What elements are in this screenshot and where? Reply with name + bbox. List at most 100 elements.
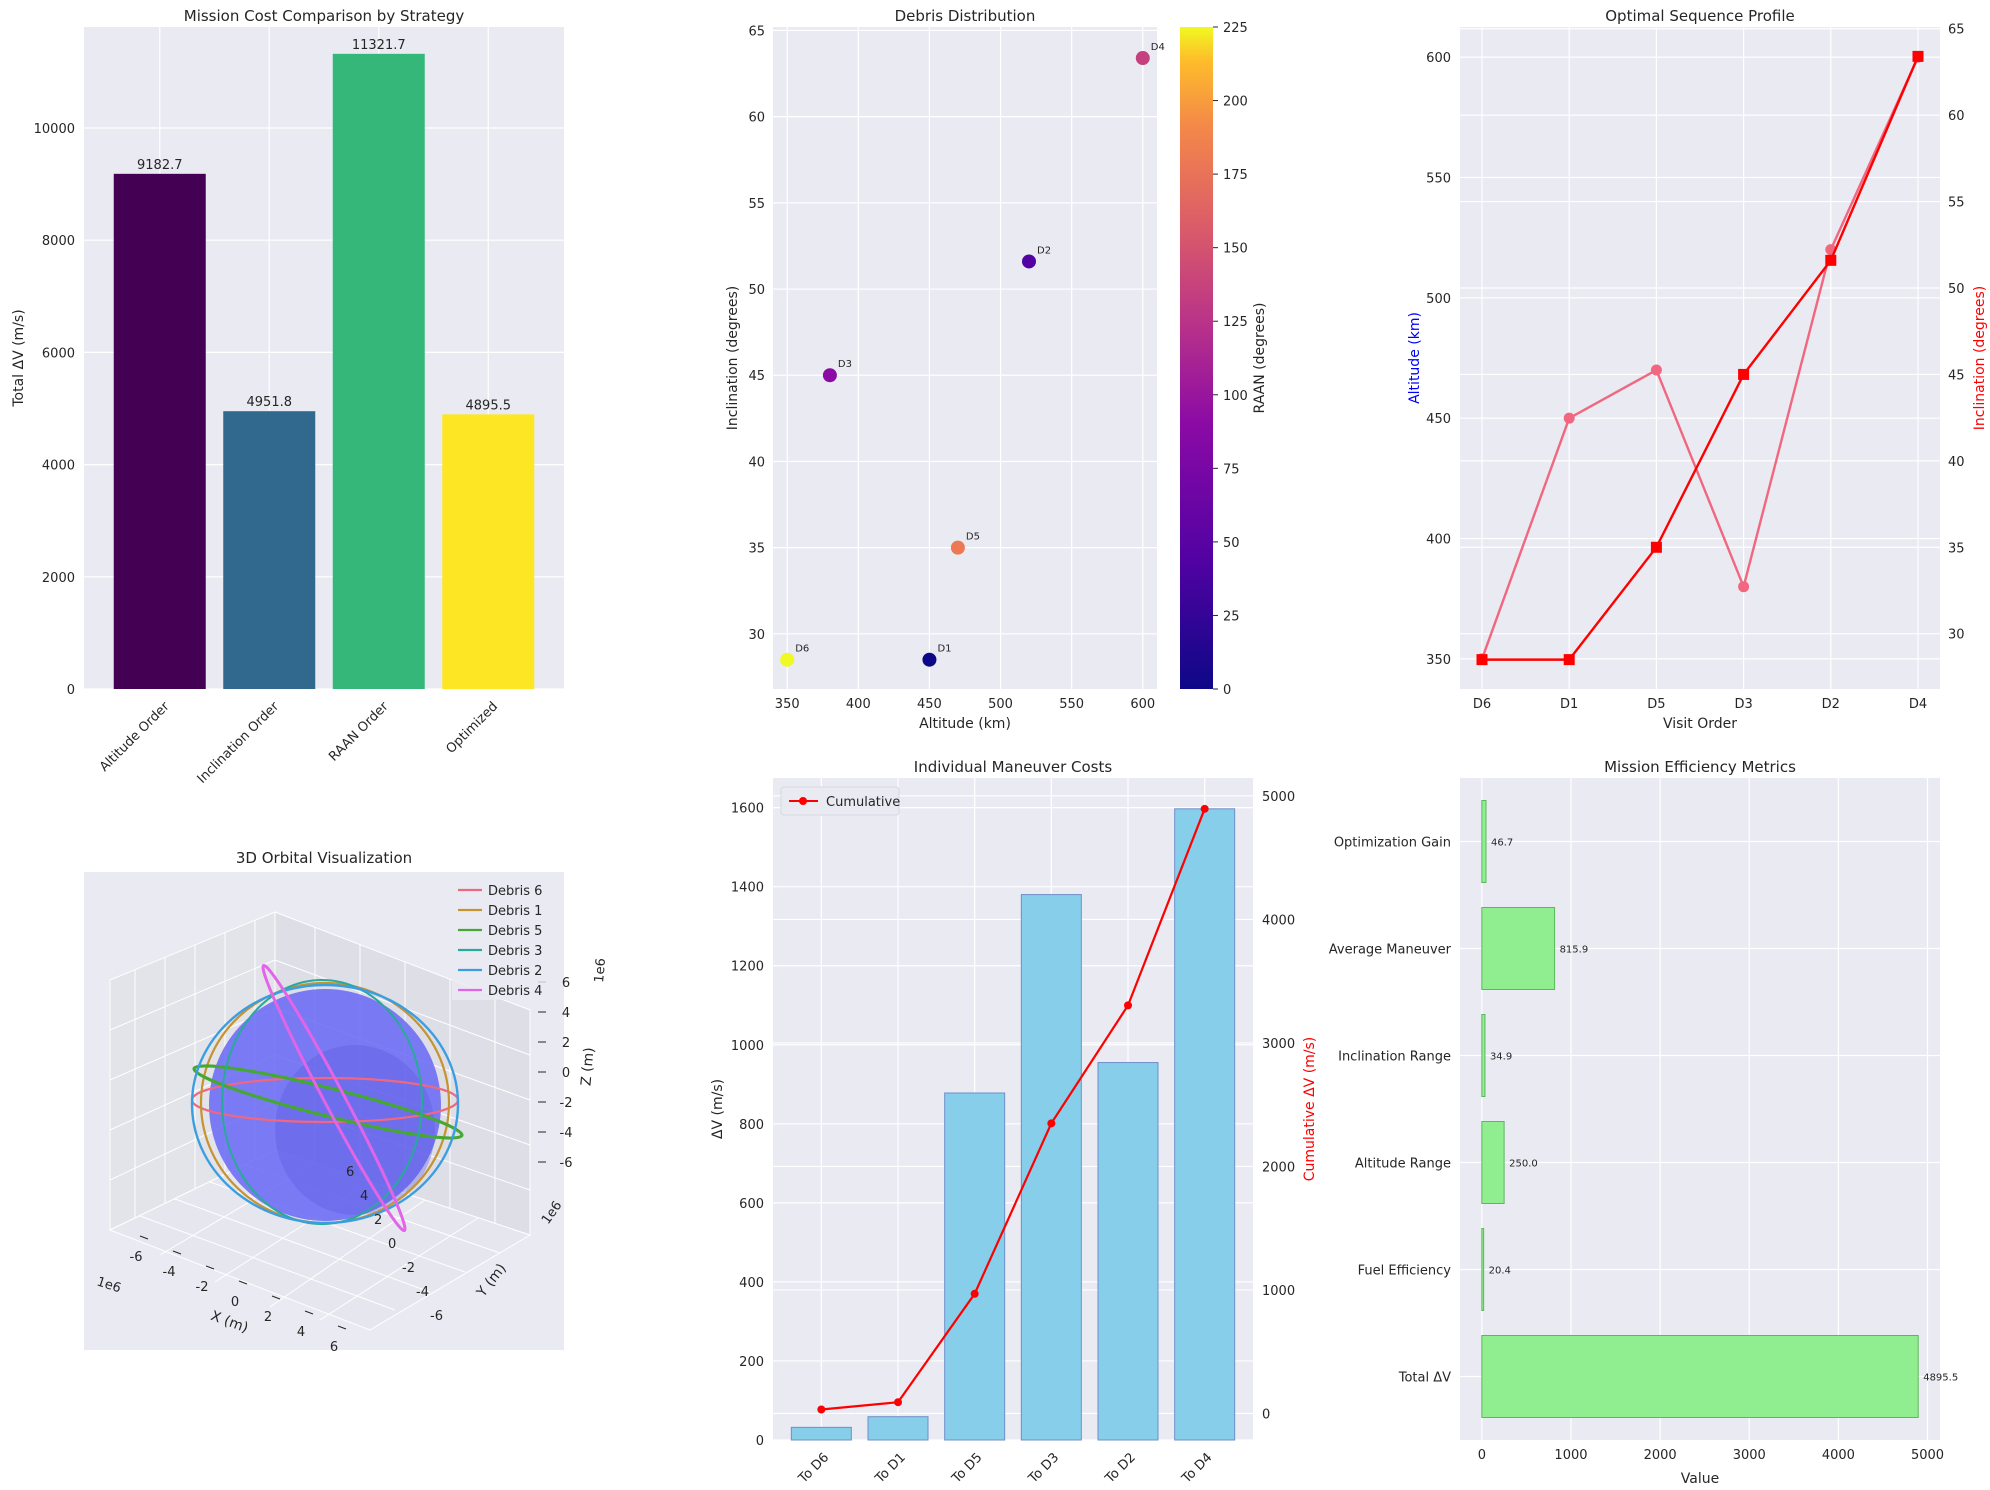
y-tick-label: 65 — [748, 24, 765, 39]
x-tick-label: Inclination Order — [195, 699, 283, 787]
y-tick-label: -6 — [430, 1309, 443, 1324]
y-tick-label: 1400 — [731, 881, 764, 896]
cumulative-line — [821, 808, 1206, 1411]
y-tick-label: 600 — [739, 1197, 764, 1212]
data-label: 9182.7 — [137, 158, 183, 173]
z-tick-label: -2 — [560, 1096, 573, 1111]
y-tick-label: 500 — [1426, 292, 1451, 307]
orbit-debris-4 — [261, 963, 407, 1233]
x-tick-label: -2 — [196, 1280, 209, 1295]
y-tick-label: 400 — [1426, 533, 1451, 548]
y-tick-label: 0 — [67, 683, 75, 698]
colorbar-tick-label: 100 — [1223, 389, 1248, 404]
series-marker — [1738, 581, 1750, 593]
x-tick — [337, 1325, 347, 1330]
cumulative-marker — [817, 1405, 826, 1414]
y-tick-label: -2 — [402, 1261, 415, 1276]
point-label: D2 — [1037, 245, 1051, 256]
x-tick-label: 400 — [846, 697, 871, 712]
x-tick-label: To D6 — [795, 1450, 832, 1487]
x-tick-label: 2000 — [1644, 1448, 1677, 1463]
bar — [332, 53, 425, 690]
colorbar-tick-label: 25 — [1223, 609, 1240, 624]
x-tick — [304, 1310, 314, 1315]
bar — [1020, 894, 1082, 1441]
y-tick-label: 4000 — [42, 459, 75, 474]
y-tick-label: Inclination Range — [1338, 1050, 1451, 1065]
panel-mission-cost: 0 2000 4000 6000 8000 10000 9182.7 Altitude Ord… — [11, 7, 564, 787]
z-tick-label: 0 — [562, 1066, 570, 1081]
x-tick-label: To D3 — [1025, 1450, 1062, 1487]
bar — [1481, 907, 1556, 990]
y-tick-label: 2000 — [42, 571, 75, 586]
y2-tick-label: 5000 — [1262, 790, 1295, 805]
y2-tick-label: 55 — [1948, 196, 1965, 211]
chart-title: Debris Distribution — [895, 7, 1036, 25]
y-tick-label: 10000 — [34, 122, 75, 137]
series-line-altitude — [1480, 56, 1920, 660]
y-tick-label: 350 — [1426, 653, 1451, 668]
y-tick-label: 60 — [748, 111, 765, 126]
y2-tick-label: 1000 — [1262, 1284, 1295, 1299]
x-tick-label: 5000 — [1911, 1448, 1944, 1463]
chart-title: Individual Maneuver Costs — [914, 758, 1113, 776]
point-label: D4 — [1151, 42, 1165, 53]
x-tick-label: -6 — [130, 1250, 143, 1265]
y2-tick-label: 4000 — [1262, 913, 1295, 928]
bar — [1481, 1228, 1485, 1311]
panel-maneuver-costs: 0 200 400 600 800 1000 1200 1400 1600 0 1000 2000 30… — [710, 758, 1318, 1487]
bar — [1481, 1014, 1486, 1097]
bar — [1481, 800, 1487, 883]
y-tick-label: 6 — [346, 1165, 354, 1180]
cumulative-marker — [1200, 804, 1209, 813]
scatter-point — [950, 540, 965, 555]
point-label: D5 — [966, 532, 980, 543]
x-tick-label: 500 — [988, 697, 1013, 712]
point-label: D6 — [795, 644, 809, 655]
legend: Cumulative — [780, 786, 900, 816]
data-label: 4951.8 — [247, 395, 293, 410]
series-marker — [1738, 368, 1750, 380]
y2-tick-label: 60 — [1948, 109, 1965, 124]
legend-entry: Debris 5 — [488, 924, 542, 939]
x-tick-label: 2 — [264, 1310, 272, 1325]
series-marker — [1563, 412, 1575, 424]
z-tick-label: -6 — [560, 1156, 573, 1171]
y-tick-label: 800 — [739, 1118, 764, 1133]
x-tick — [271, 1295, 281, 1300]
y-tick-label: 1600 — [731, 802, 764, 817]
legend-box — [452, 876, 558, 1000]
legend-entry-cumulative: Cumulative — [826, 795, 900, 810]
legend-entry: Debris 6 — [488, 884, 542, 899]
y-axis-label-left: Altitude (km) — [1407, 312, 1423, 404]
series-line-inclination — [1482, 55, 1920, 661]
x-tick-label: 0 — [1478, 1448, 1486, 1463]
data-label: 20.4 — [1489, 1266, 1511, 1277]
legend-entry: Debris 2 — [488, 964, 542, 979]
y-tick-label: Total ΔV — [1398, 1371, 1451, 1386]
x-tick-label: To D2 — [1102, 1450, 1139, 1487]
orbits — [190, 963, 464, 1233]
panel-efficiency-metrics: 0 1000 2000 3000 4000 5000 4895.5 Total ΔV 20.4 F… — [1329, 758, 1958, 1487]
y-tick-label: Altitude Range — [1355, 1157, 1451, 1172]
bar — [1174, 808, 1236, 1441]
panel-debris-distribution: 350 400 450 500 550 6003035404550556065D1D2D3… — [725, 7, 1268, 732]
y-axis-label: Inclination (degrees) — [725, 286, 741, 430]
x-tick-label: 4000 — [1822, 1448, 1855, 1463]
y-tick-label: Fuel Efficiency — [1358, 1264, 1452, 1279]
x-tick-label: 450 — [917, 697, 942, 712]
x-tick-label: -4 — [163, 1265, 176, 1280]
y2-tick-label: 50 — [1948, 282, 1965, 297]
y2-tick-label: 3000 — [1262, 1037, 1295, 1052]
colorbar-tick-label: 175 — [1223, 168, 1248, 183]
y-tick-label: 200 — [739, 1355, 764, 1370]
bar — [944, 1092, 1006, 1441]
y2-tick-label: 35 — [1948, 541, 1965, 556]
x-axis-label: Value — [1681, 1471, 1719, 1487]
chart-title: Mission Cost Comparison by Strategy — [184, 7, 465, 25]
legend-entry: Debris 3 — [488, 944, 542, 959]
legend-entry: Debris 4 — [488, 984, 542, 999]
panel-sequence-profile: 350 400 450 500 550 600 30 35 40 45 50 55 60 65 D6 D1 D5… — [1407, 7, 1988, 732]
y-axis-label: ΔV (m/s) — [710, 1079, 726, 1139]
